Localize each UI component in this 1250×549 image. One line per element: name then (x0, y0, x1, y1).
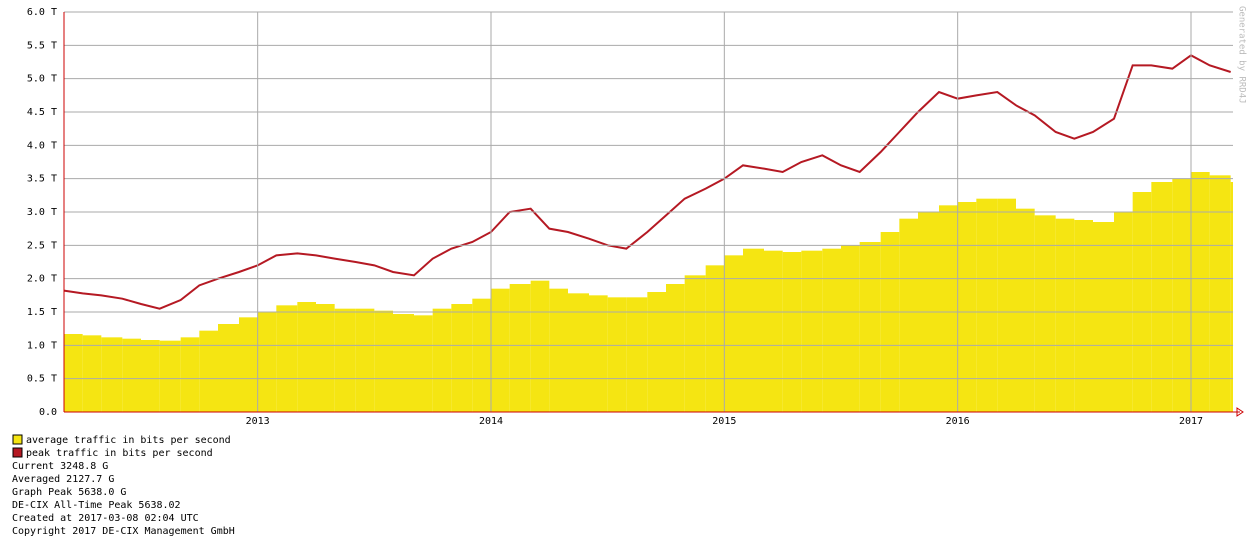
average-bar (841, 245, 860, 412)
average-bar (1016, 208, 1035, 412)
y-tick-label: 4.5 T (27, 107, 57, 118)
average-bar (899, 218, 918, 412)
average-bar (432, 308, 452, 412)
average-bar (1191, 172, 1210, 412)
average-bar (530, 280, 550, 412)
average-bar (647, 292, 666, 412)
average-bar (393, 314, 414, 412)
stat-note: Created at 2017-03-08 02:04 UTC (12, 513, 199, 524)
average-bar (626, 297, 648, 412)
average-bar (1230, 182, 1233, 412)
average-bar (355, 308, 375, 412)
average-bar (705, 265, 725, 412)
average-bar (1055, 218, 1075, 412)
average-bar (724, 255, 743, 412)
average-bar (1093, 222, 1114, 412)
average-bar (607, 297, 627, 412)
average-bar (180, 337, 200, 412)
y-tick-label: 6.0 T (27, 7, 57, 18)
x-tick-label: 2016 (946, 416, 970, 427)
average-bar (549, 288, 568, 412)
average-bar (589, 295, 608, 412)
average-bar (568, 293, 589, 412)
average-bar (801, 250, 823, 412)
stat-note: Current 3248.8 G (12, 461, 108, 472)
average-bar (374, 310, 393, 412)
y-tick-label: 1.5 T (27, 307, 57, 318)
average-bar (414, 315, 433, 412)
average-bar (1172, 178, 1191, 412)
y-tick-label: 1.0 T (27, 340, 57, 351)
legend-swatch (12, 447, 23, 458)
legend-label: peak traffic in bits per second (26, 448, 213, 459)
average-bar (939, 205, 958, 412)
stat-note: Graph Peak 5638.0 G (12, 487, 126, 498)
average-bar (257, 312, 277, 412)
average-bar (491, 288, 510, 412)
average-bar (82, 335, 102, 412)
watermark: Generated by RRD4J (1237, 6, 1247, 104)
average-bar (472, 298, 491, 412)
average-bar (159, 340, 181, 412)
x-tick-label: 2017 (1179, 416, 1203, 427)
average-bar (666, 284, 685, 412)
average-bar (976, 198, 998, 412)
average-bar (64, 334, 83, 412)
y-tick-label: 2.5 T (27, 240, 57, 251)
average-bar (101, 337, 123, 412)
stat-note: Copyright 2017 DE-CIX Management GmbH (12, 526, 235, 537)
average-bar (122, 338, 141, 412)
average-bar (199, 330, 218, 412)
y-tick-label: 0.5 T (27, 374, 57, 385)
average-bar (276, 305, 298, 412)
y-tick-label: 3.5 T (27, 174, 57, 185)
y-tick-label: 5.0 T (27, 74, 57, 85)
average-bar (684, 275, 706, 412)
average-bar (880, 232, 900, 412)
average-bar (1034, 215, 1056, 412)
average-bar (764, 250, 783, 412)
legend-swatch (12, 434, 23, 445)
x-tick-label: 2013 (246, 416, 270, 427)
x-tick-label: 2014 (479, 416, 503, 427)
y-tick-label: 4.0 T (27, 140, 57, 151)
average-bar (239, 317, 258, 412)
average-bar (1151, 182, 1173, 412)
y-tick-label: 2.0 T (27, 274, 57, 285)
y-tick-label: 3.0 T (27, 207, 57, 218)
average-bar (1209, 175, 1231, 412)
legend-label: average traffic in bits per second (26, 435, 231, 446)
average-bar (957, 202, 977, 412)
x-tick-label: 2015 (712, 416, 736, 427)
average-bar (859, 242, 881, 412)
average-bar (1132, 192, 1152, 412)
average-bar (743, 248, 764, 412)
average-bar (997, 198, 1016, 412)
stat-note: DE-CIX All-Time Peak 5638.02 (12, 500, 181, 511)
average-bar (451, 304, 473, 412)
average-bar (297, 302, 316, 412)
average-bar (334, 308, 356, 412)
y-tick-label: 5.5 T (27, 40, 57, 51)
average-bar (822, 248, 841, 412)
average-bar (509, 284, 531, 412)
average-bar (141, 340, 160, 412)
average-bar (218, 324, 239, 412)
average-bar (1074, 220, 1093, 412)
y-tick-label: 0.0 (39, 407, 57, 418)
stat-note: Averaged 2127.7 G (12, 474, 114, 485)
average-bar (316, 304, 335, 412)
average-bar (782, 252, 802, 412)
